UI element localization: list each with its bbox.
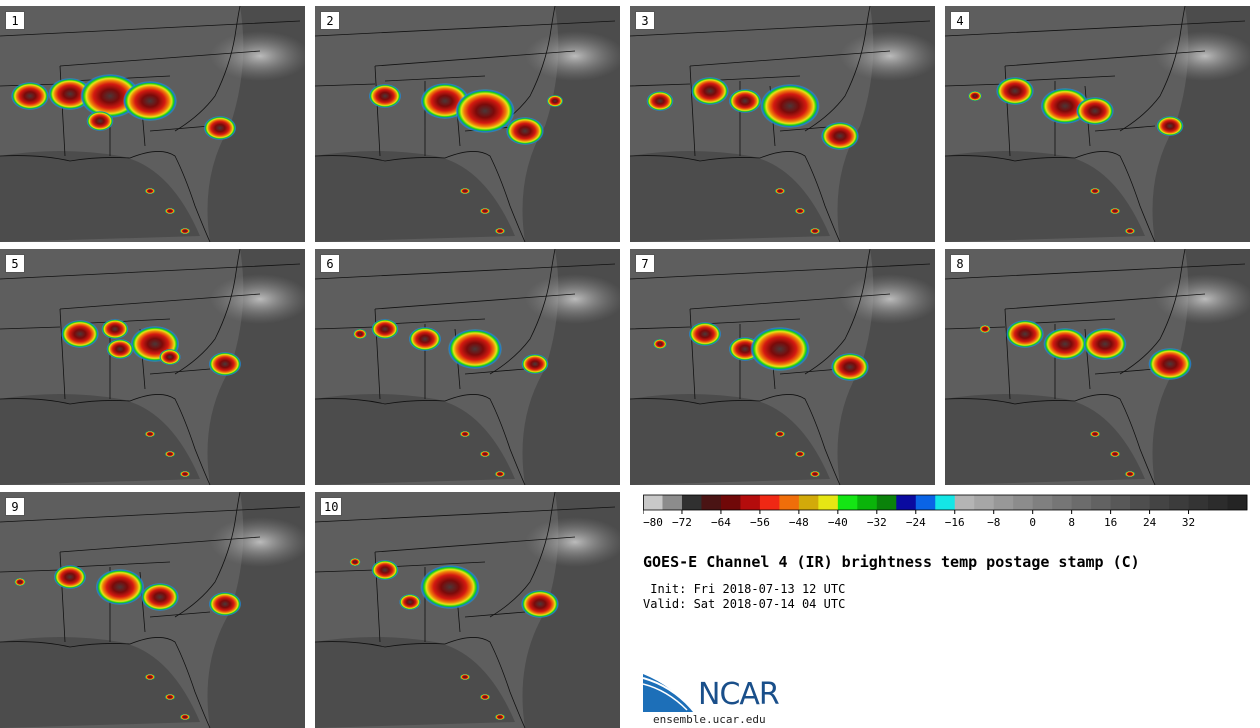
- satellite-map: [945, 6, 1250, 242]
- postage-stamp-panel: 3: [630, 6, 935, 242]
- colorbar-swatch: [818, 495, 839, 510]
- colorbar-swatch: [974, 495, 995, 510]
- colorbar-swatch: [1091, 495, 1112, 510]
- colorbar-tick-label: −64: [711, 516, 731, 529]
- postage-stamp-panel: 10: [315, 492, 620, 728]
- init-time: Init: Fri 2018-07-13 12 UTC: [643, 582, 846, 596]
- colorbar-swatch: [896, 495, 917, 510]
- colorbar-swatch: [954, 495, 975, 510]
- colorbar-tick-label: −72: [672, 516, 692, 529]
- satellite-map: [315, 6, 620, 242]
- ncar-wordmark: NCAR: [698, 677, 780, 712]
- satellite-map: [315, 249, 620, 485]
- colorbar-tick-label: 24: [1143, 516, 1157, 529]
- colorbar-swatch: [740, 495, 761, 510]
- satellite-map: [630, 249, 935, 485]
- panel-number-label: 10: [320, 497, 343, 516]
- postage-stamp-panel: 7: [630, 249, 935, 485]
- colorbar-swatch: [837, 495, 858, 510]
- colorbar-swatch: [662, 495, 683, 510]
- satellite-map: [315, 492, 620, 728]
- colorbar-tick-label: −80: [643, 516, 663, 529]
- colorbar-swatch: [935, 495, 956, 510]
- panel-number-label: 5: [5, 254, 25, 273]
- colorbar-swatch: [701, 495, 722, 510]
- satellite-map: [0, 6, 305, 242]
- colorbar-swatch: [1208, 495, 1228, 510]
- colorbar-swatch: [1052, 495, 1073, 510]
- colorbar-swatch: [1071, 495, 1092, 510]
- colorbar-swatch: [798, 495, 819, 510]
- panel-number-label: 4: [950, 11, 970, 30]
- valid-time: Valid: Sat 2018-07-14 04 UTC: [643, 597, 846, 611]
- panel-number-label: 8: [950, 254, 970, 273]
- panel-number-label: 6: [320, 254, 340, 273]
- panel-number-label: 7: [635, 254, 655, 273]
- colorbar-swatch: [857, 495, 878, 510]
- ncar-logo: NCAR: [642, 672, 803, 716]
- site-url: ensemble.ucar.edu: [653, 713, 766, 726]
- colorbar-tick-label: −24: [906, 516, 926, 529]
- colorbar-tick-label: 0: [1029, 516, 1036, 529]
- colorbar-tick-label: −56: [750, 516, 770, 529]
- colorbar-tick-label: 16: [1104, 516, 1117, 529]
- colorbar-swatch: [1149, 495, 1170, 510]
- colorbar: −80 −72 −64 −56 −48 −40 −32 −24 −16 −8 0 8 16 24 32: [643, 494, 1248, 530]
- colorbar-swatch: [993, 495, 1014, 510]
- postage-stamp-panel: 1: [0, 6, 305, 242]
- colorbar-tick-label: −8: [987, 516, 1000, 529]
- colorbar-swatch: [1110, 495, 1131, 510]
- colorbar-swatch: [720, 495, 741, 510]
- colorbar-svg: −80 −72 −64 −56 −48 −40 −32 −24 −16 −8 0 8 16 24 32: [643, 494, 1248, 529]
- colorbar-swatch: [1013, 495, 1034, 510]
- satellite-map: [0, 249, 305, 485]
- figure-title: GOES-E Channel 4 (IR) brightness temp po…: [643, 553, 1140, 571]
- postage-stamp-panel: 9: [0, 492, 305, 728]
- colorbar-swatch: [1032, 495, 1053, 510]
- colorbar-swatch: [1130, 495, 1150, 510]
- panel-number-label: 2: [320, 11, 340, 30]
- panel-number-label: 9: [5, 497, 25, 516]
- colorbar-swatch: [643, 495, 663, 510]
- colorbar-swatch: [915, 495, 936, 510]
- satellite-map: [630, 6, 935, 242]
- colorbar-swatch: [1169, 495, 1189, 510]
- colorbar-tick-label: 8: [1068, 516, 1075, 529]
- colorbar-tick-label: 32: [1182, 516, 1195, 529]
- colorbar-swatch: [779, 495, 800, 510]
- colorbar-tick-label: −48: [789, 516, 809, 529]
- postage-stamp-panel: 4: [945, 6, 1250, 242]
- colorbar-swatch: [1188, 495, 1209, 510]
- postage-stamp-panel: 2: [315, 6, 620, 242]
- colorbar-tick-label: −32: [867, 516, 887, 529]
- ncar-logo-mark: [642, 674, 693, 712]
- colorbar-swatch: [681, 495, 702, 510]
- colorbar-tick-label: −16: [945, 516, 965, 529]
- colorbar-tick-label: −40: [828, 516, 848, 529]
- postage-stamp-panel: 8: [945, 249, 1250, 485]
- colorbar-swatch: [876, 495, 897, 510]
- colorbar-swatch: [1227, 495, 1248, 510]
- satellite-map: [0, 492, 305, 728]
- postage-stamp-panel: 5: [0, 249, 305, 485]
- postage-stamp-panel: 6: [315, 249, 620, 485]
- colorbar-swatch: [759, 495, 780, 510]
- satellite-map: [945, 249, 1250, 485]
- panel-number-label: 1: [5, 11, 25, 30]
- panel-number-label: 3: [635, 11, 655, 30]
